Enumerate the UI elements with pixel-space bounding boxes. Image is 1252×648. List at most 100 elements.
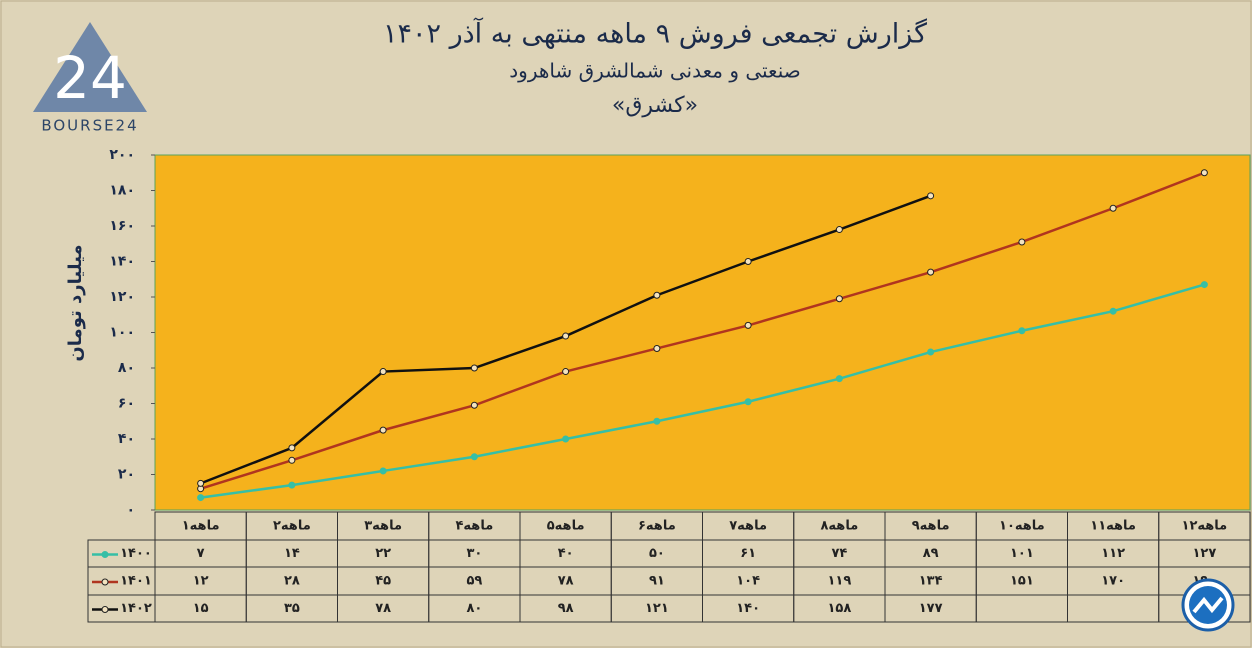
x-tick-label: ۳ماهه — [364, 519, 402, 534]
data-label: ۹۸ — [558, 601, 574, 616]
svg-text:24: 24 — [53, 44, 127, 112]
data-label: ۱۴۰ — [736, 601, 760, 616]
data-label: ۱۰۱ — [1010, 546, 1034, 561]
data-label: ۷۸ — [558, 574, 574, 589]
marker — [744, 321, 752, 329]
data-label: ۹۱ — [649, 574, 665, 589]
y-tick-label: ۲۰۰ — [109, 147, 135, 163]
marker — [927, 192, 935, 200]
marker — [562, 332, 570, 340]
data-label: ۱۱۹ — [827, 574, 851, 589]
data-label: ۱۴ — [284, 546, 300, 561]
marker — [1200, 169, 1208, 177]
data-label: ۸۰ — [466, 601, 482, 616]
data-label: ۱۳۴ — [919, 574, 943, 589]
legend-label: ۱۴۰۰ — [120, 546, 152, 561]
marker — [835, 226, 843, 234]
legend-label: ۱۴۰۲ — [120, 601, 152, 616]
marker — [562, 368, 570, 376]
y-tick-label: ۰ — [126, 502, 135, 518]
line — [200, 283, 1205, 499]
logo: 24 BOURSE24 — [33, 22, 147, 135]
data-label: ۴۰ — [558, 546, 574, 561]
legend-swatch — [101, 551, 109, 558]
data-label: ۵۰ — [649, 546, 665, 561]
data-label: ۱۲۱ — [645, 601, 669, 616]
data-label: ۷ — [197, 546, 205, 561]
marker — [835, 375, 843, 383]
chart-subtitle: «کشرق» — [612, 93, 698, 118]
plot-area — [154, 154, 1251, 511]
marker — [470, 453, 478, 461]
marker — [1109, 307, 1117, 315]
data-label: ۳۵ — [284, 601, 300, 616]
marker — [927, 348, 935, 356]
data-label: ۱۰۴ — [736, 574, 760, 589]
x-tick-label: ۱۲ماهه — [1182, 519, 1228, 534]
marker — [1018, 327, 1026, 335]
marker — [744, 398, 752, 406]
marker — [470, 364, 478, 372]
y-tick-label: ۱۲۰ — [109, 289, 135, 305]
marker — [1200, 281, 1208, 289]
data-label: ۷۸ — [375, 601, 391, 616]
data-label: ۴۵ — [375, 574, 391, 589]
data-label: ۸۹ — [923, 546, 939, 561]
x-tick-label: ۱۱ماهه — [1090, 519, 1136, 534]
table-row — [87, 539, 1251, 568]
marker — [470, 401, 478, 409]
y-tick-label: ۲۰ — [118, 467, 135, 483]
chart-subtitle: صنعتی و معدنی شمالشرق شاهرود — [509, 59, 800, 83]
y-tick-label: ۱۸۰ — [109, 183, 135, 199]
table-row — [87, 594, 1251, 623]
data-label: ۲۸ — [284, 574, 300, 589]
x-tick-label: ۴ماهه — [455, 519, 493, 534]
legend-swatch — [101, 578, 109, 586]
legend-label: ۱۴۰۱ — [120, 574, 152, 589]
marker — [653, 417, 661, 425]
y-tick-label: ۱۴۰ — [109, 254, 135, 270]
marker — [379, 426, 387, 434]
y-axis-label: میلیارد تومان — [65, 244, 86, 361]
x-tick-label: ۲ماهه — [273, 519, 311, 534]
data-label: ۱۵ — [193, 601, 209, 616]
marker — [288, 444, 296, 452]
data-label: ۳۰ — [466, 546, 482, 561]
data-label: ۱۷۷ — [919, 601, 943, 616]
marker — [927, 268, 935, 276]
marker — [744, 258, 752, 265]
badge — [1181, 578, 1235, 632]
logo-text: BOURSE24 — [41, 117, 138, 135]
marker — [197, 494, 205, 502]
data-label: ۶۱ — [740, 546, 756, 561]
marker — [288, 456, 296, 464]
data-label: ۱۲ — [193, 574, 209, 589]
chart-title: گزارش تجمعی فروش ۹ ماهه منتهی به آذر ۱۴۰… — [383, 18, 927, 50]
x-tick-label: ۶ماهه — [638, 519, 676, 534]
x-tick-label: ۱ماهه — [182, 519, 220, 534]
marker — [835, 295, 843, 303]
y-tick-label: ۱۶۰ — [109, 218, 135, 234]
y-tick-label: ۱۰۰ — [109, 325, 135, 341]
data-label: ۱۲۷ — [1192, 546, 1216, 561]
x-tick-label: ۱۰ماهه — [999, 519, 1045, 534]
data-label: ۱۵۸ — [827, 601, 851, 616]
data-label: ۱۷۰ — [1101, 574, 1125, 589]
marker — [653, 291, 661, 299]
table-row — [87, 566, 1251, 596]
marker — [379, 467, 387, 475]
y-tick-label: ۴۰ — [118, 431, 135, 447]
marker — [288, 481, 296, 489]
x-tick-label: ۷ماهه — [729, 519, 767, 534]
marker — [653, 344, 661, 352]
line — [200, 171, 1205, 490]
y-tick-label: ۸۰ — [118, 360, 135, 376]
data-label: ۷۴ — [831, 546, 847, 561]
x-tick-label: ۵ماهه — [547, 519, 585, 534]
data-label: ۱۱۲ — [1101, 546, 1125, 561]
marker — [379, 368, 387, 376]
legend-swatch — [101, 606, 109, 613]
